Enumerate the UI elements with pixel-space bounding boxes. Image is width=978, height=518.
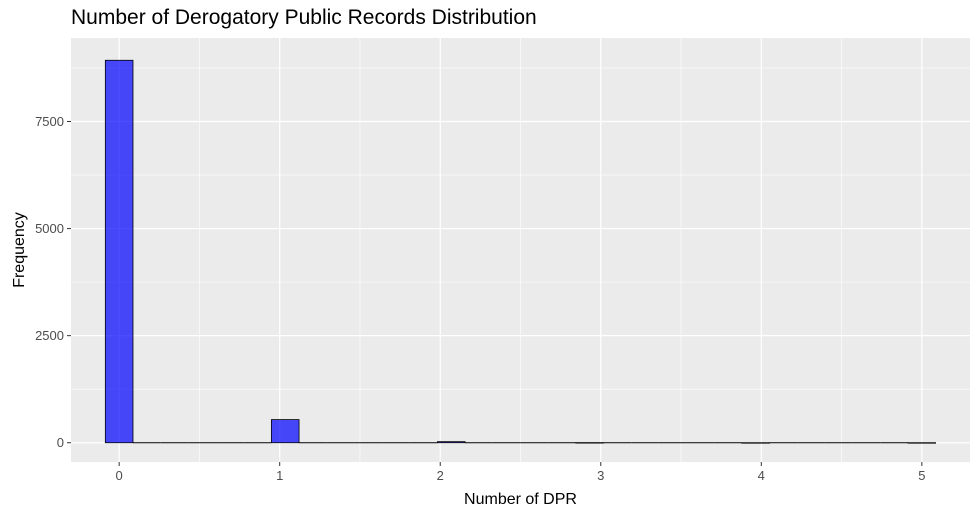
x-tick-label: 3 <box>597 468 604 483</box>
histogram-bar <box>575 442 604 444</box>
y-tick-label: 7500 <box>35 114 64 129</box>
x-tick-label: 4 <box>758 468 765 483</box>
histogram-bars <box>104 59 937 444</box>
y-tick-label: 2500 <box>35 328 64 343</box>
x-tick-label: 5 <box>918 468 925 483</box>
chart-title: Number of Derogatory Public Records Dist… <box>71 6 537 29</box>
x-axis-title: Number of DPR <box>464 491 577 508</box>
y-axis-ticks: 0 2500 5000 7500 <box>35 114 71 450</box>
y-tick-label: 5000 <box>35 221 64 236</box>
histogram-bar <box>104 59 134 444</box>
histogram-bar <box>741 442 770 444</box>
histogram-bar <box>270 419 300 444</box>
x-tick-label: 0 <box>116 468 123 483</box>
x-tick-label: 2 <box>437 468 444 483</box>
y-axis-title: Frequency <box>11 212 28 288</box>
x-tick-label: 1 <box>276 468 283 483</box>
histogram-bar <box>437 441 466 444</box>
x-axis-ticks: 0 1 2 3 4 5 <box>116 462 925 483</box>
histogram-bar <box>907 442 937 444</box>
y-tick-label: 0 <box>57 435 64 450</box>
